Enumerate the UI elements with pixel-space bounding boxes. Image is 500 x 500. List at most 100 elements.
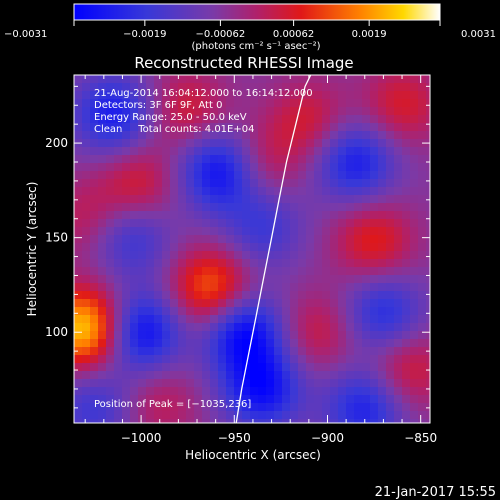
heatmap-cell	[98, 203, 107, 212]
heatmap-cell	[234, 147, 243, 156]
heatmap-cell	[170, 315, 179, 324]
heatmap-cell	[178, 251, 187, 260]
heatmap-cell	[322, 155, 331, 164]
heatmap-cell	[218, 163, 227, 172]
heatmap-cell	[306, 251, 315, 260]
heatmap-cell	[82, 83, 91, 92]
heatmap-cell	[162, 123, 171, 132]
heatmap-cell	[426, 83, 430, 92]
heatmap-cell	[370, 299, 379, 308]
heatmap-cell	[74, 211, 83, 220]
heatmap-cell	[130, 187, 139, 196]
heatmap-cell	[266, 347, 275, 356]
heatmap-cell	[250, 123, 259, 132]
heatmap-cell	[250, 363, 259, 372]
heatmap-cell	[178, 211, 187, 220]
heatmap-cell	[330, 139, 339, 148]
x-tick-label: −950	[218, 431, 251, 445]
heatmap-cell	[394, 371, 403, 380]
heatmap-cell	[346, 123, 355, 132]
heatmap-cell	[410, 139, 419, 148]
heatmap-cell	[402, 299, 411, 308]
heatmap-cell	[362, 275, 371, 284]
heatmap-cell	[210, 99, 219, 108]
heatmap-cell	[210, 211, 219, 220]
heatmap-cell	[98, 259, 107, 268]
heatmap-cell	[298, 339, 307, 348]
heatmap-cell	[98, 195, 107, 204]
heatmap-cell	[162, 355, 171, 364]
heatmap-cell	[274, 131, 283, 140]
heatmap-cell	[90, 283, 99, 292]
heatmap-cell	[290, 363, 299, 372]
heatmap-cell	[98, 347, 107, 356]
heatmap-cell	[402, 411, 411, 420]
heatmap-cell	[90, 339, 99, 348]
heatmap-cell	[218, 203, 227, 212]
heatmap-cell	[394, 299, 403, 308]
heatmap-cell	[130, 243, 139, 252]
heatmap-cell	[378, 139, 387, 148]
heatmap-cell	[114, 179, 123, 188]
heatmap-cell	[98, 227, 107, 236]
heatmap-cell	[90, 139, 99, 148]
heatmap-cell	[322, 99, 331, 108]
heatmap-cell	[330, 315, 339, 324]
heatmap-cell	[138, 147, 147, 156]
heatmap-cell	[122, 411, 131, 420]
heatmap-cell	[170, 219, 179, 228]
heatmap-cell	[258, 307, 267, 316]
heatmap-cell	[250, 139, 259, 148]
heatmap-cell	[226, 387, 235, 396]
heatmap-cell	[394, 323, 403, 332]
heatmap-cell	[122, 275, 131, 284]
heatmap-cell	[74, 235, 83, 244]
heatmap-cell	[202, 259, 211, 268]
heatmap-cell	[242, 187, 251, 196]
heatmap-cell	[130, 363, 139, 372]
heatmap-cell	[210, 195, 219, 204]
heatmap-cell	[202, 99, 211, 108]
heatmap-cell	[218, 187, 227, 196]
heatmap-cell	[98, 299, 107, 308]
heatmap-cell	[210, 283, 219, 292]
heatmap-cell	[410, 387, 419, 396]
heatmap-cell	[258, 203, 267, 212]
heatmap-cell	[402, 155, 411, 164]
heatmap-cell	[74, 371, 83, 380]
heatmap-cell	[234, 347, 243, 356]
heatmap-cell	[290, 83, 299, 92]
heatmap-cell	[402, 339, 411, 348]
heatmap-cell	[226, 163, 235, 172]
heatmap-cell	[362, 179, 371, 188]
heatmap-cell	[202, 267, 211, 276]
heatmap-cell	[178, 371, 187, 380]
heatmap-cell	[402, 235, 411, 244]
heatmap-cell	[354, 139, 363, 148]
heatmap-cell	[282, 283, 291, 292]
heatmap-cell	[370, 147, 379, 156]
heatmap-cell	[370, 211, 379, 220]
heatmap-cell	[138, 243, 147, 252]
heatmap-cell	[210, 307, 219, 316]
heatmap-cell	[138, 227, 147, 236]
heatmap-cell	[234, 99, 243, 108]
heatmap-cell	[266, 291, 275, 300]
heatmap-cell	[402, 363, 411, 372]
heatmap-cell	[170, 251, 179, 260]
heatmap-cell	[162, 251, 171, 260]
heatmap-cell	[378, 267, 387, 276]
heatmap-cell	[298, 299, 307, 308]
heatmap-cell	[234, 323, 243, 332]
heatmap-cell	[74, 283, 83, 292]
peak-position-label: Position of Peak = [−1035,236]	[94, 399, 251, 410]
heatmap-cell	[298, 219, 307, 228]
heatmap-cell	[146, 187, 155, 196]
heatmap-cell	[410, 403, 419, 412]
heatmap-cell	[258, 123, 267, 132]
heatmap-cell	[250, 75, 259, 84]
heatmap-cell	[210, 347, 219, 356]
heatmap-cell	[306, 315, 315, 324]
heatmap-cell	[170, 283, 179, 292]
heatmap-cell	[98, 331, 107, 340]
